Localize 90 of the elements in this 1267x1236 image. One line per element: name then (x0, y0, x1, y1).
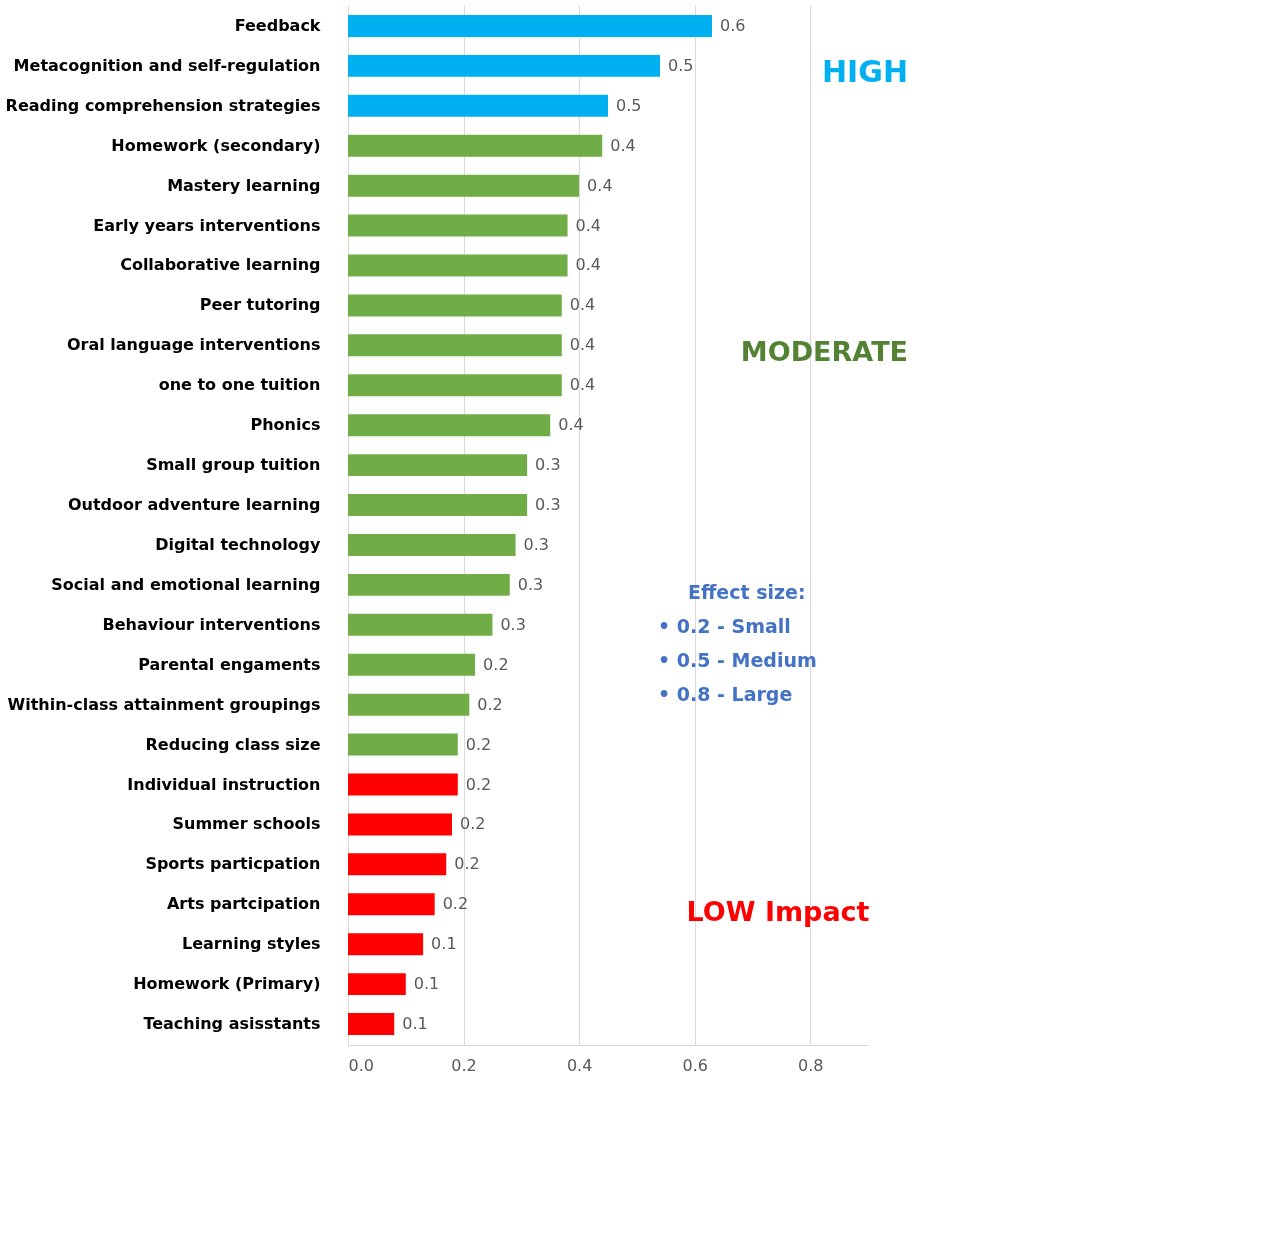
data-label: 0.5 (668, 55, 694, 75)
y-tick-label: Metacognition and self-regulation (13, 55, 321, 75)
data-label: 0.2 (477, 694, 503, 714)
y-tick-label: Outdoor adventure learning (67, 495, 321, 515)
annotation: Effect size: (688, 581, 806, 603)
data-label: 0.4 (610, 135, 636, 155)
data-label: 0.2 (483, 654, 509, 674)
bar (348, 973, 406, 996)
bar (348, 214, 568, 237)
y-tick-label: one to one tuition (158, 375, 321, 395)
bar (348, 94, 608, 117)
bar (348, 853, 447, 876)
y-tick-label: Social and emotional learning (51, 574, 321, 594)
y-tick-label: Phonics (250, 415, 321, 435)
bar (348, 813, 452, 836)
data-label: 0.4 (575, 215, 602, 235)
data-label: 0.4 (569, 375, 596, 395)
annotation: MODERATE (740, 336, 908, 367)
bar (348, 613, 493, 636)
y-tick-label: Collaborative learning (120, 255, 321, 275)
x-tick-label: 0.0 (348, 1055, 374, 1075)
y-tick-label: Small group tuition (146, 455, 321, 475)
y-tick-label: Feedback (234, 15, 321, 35)
annotation: HIGH (821, 54, 908, 89)
data-label: 0.3 (500, 614, 526, 634)
bar (348, 134, 603, 157)
annotation: • 0.2 - Small (658, 615, 791, 637)
bar (348, 414, 551, 437)
data-label: 0.2 (465, 774, 492, 794)
y-tick-label: Mastery learning (167, 175, 321, 195)
data-label: 0.2 (465, 734, 492, 754)
data-label: 0.3 (535, 495, 561, 515)
annotation: • 0.5 - Medium (658, 649, 817, 671)
bar (348, 653, 476, 676)
data-label: 0.3 (535, 455, 561, 475)
y-tick-label: Parental engaments (138, 654, 321, 674)
bar (348, 893, 435, 916)
bar (348, 254, 568, 277)
annotation: • 0.8 - Large (658, 683, 793, 705)
bar (348, 773, 458, 796)
bar (348, 454, 528, 477)
bar (348, 494, 528, 517)
bar (348, 1013, 395, 1036)
y-tick-label: Sports particpation (145, 854, 321, 874)
x-tick-label: 0.6 (682, 1055, 708, 1075)
y-tick-label: Teaching asisstants (143, 1014, 321, 1034)
data-label: 0.6 (720, 15, 746, 35)
bar (348, 693, 470, 716)
bar (348, 733, 458, 756)
data-label: 0.4 (575, 255, 602, 275)
y-tick-label: Reducing class size (145, 734, 321, 754)
data-label: 0.2 (460, 814, 486, 834)
data-label: 0.3 (517, 574, 544, 594)
data-label: 0.2 (454, 854, 480, 874)
y-tick-label: Arts partcipation (166, 894, 321, 914)
x-tick-label: 0.8 (798, 1055, 824, 1075)
data-label: 0.4 (569, 335, 596, 355)
x-tick-label: 0.4 (566, 1055, 593, 1075)
bar (348, 174, 580, 197)
y-tick-label: Learning styles (182, 934, 321, 954)
y-tick-label: Oral language interventions (66, 335, 321, 355)
data-label: 0.1 (413, 974, 440, 994)
y-tick-label: Behaviour interventions (102, 614, 321, 634)
bar (348, 533, 516, 556)
data-label: 0.1 (431, 934, 457, 954)
annotation: LOW Impact (686, 896, 870, 927)
y-tick-label: Homework (Primary) (133, 974, 321, 994)
bar (348, 54, 660, 77)
bar (348, 933, 424, 956)
y-tick-label: Digital technology (155, 534, 322, 554)
bar (348, 374, 562, 397)
bar (348, 294, 562, 317)
data-label: 0.2 (442, 894, 469, 914)
y-tick-label: Peer tutoring (199, 295, 321, 315)
data-label: 0.3 (523, 534, 550, 554)
y-tick-label: Homework (secondary) (111, 135, 321, 155)
data-label: 0.5 (616, 95, 642, 115)
bar (348, 573, 510, 596)
data-label: 0.4 (569, 295, 596, 315)
x-tick-label: 0.2 (451, 1055, 477, 1075)
data-label: 0.1 (402, 1014, 428, 1034)
data-label: 0.4 (558, 415, 584, 435)
bar (348, 14, 712, 37)
y-tick-label: Within-class attainment groupings (7, 694, 321, 714)
y-tick-label: Summer schools (172, 814, 321, 834)
data-label: 0.4 (587, 175, 613, 195)
y-tick-label: Early years interventions (93, 215, 321, 235)
y-tick-label: Individual instruction (127, 774, 321, 794)
y-tick-label: Reading comprehension strategies (5, 95, 321, 115)
bar (348, 334, 562, 357)
